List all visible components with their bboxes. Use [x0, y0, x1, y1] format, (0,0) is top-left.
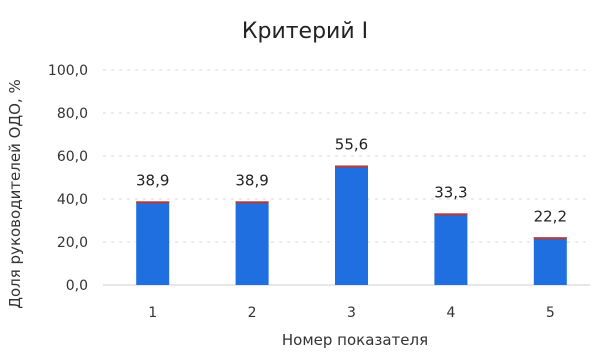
y-tick-label: 80,0: [57, 106, 88, 122]
y-axis-label: Доля руководителей ОДО, %: [6, 79, 24, 308]
y-tick-label: 60,0: [57, 149, 88, 165]
bar-5: [533, 237, 567, 285]
x-tick-label: 3: [347, 305, 356, 321]
bar-3: [335, 165, 368, 285]
data-label-3: 55,6: [335, 135, 368, 153]
y-tick-label: 100,0: [48, 63, 88, 79]
data-label-2: 38,9: [235, 171, 268, 189]
bar-2: [235, 201, 269, 285]
x-tick-label: 1: [148, 305, 157, 321]
y-tick-label: 40,0: [57, 192, 88, 208]
bars: [136, 165, 567, 285]
y-tick-label: 0,0: [66, 278, 88, 294]
bar-1: [136, 201, 170, 285]
y-tick-labels: 0,0 20,0 40,0 60,0 80,0 100,0: [48, 63, 88, 294]
chart-title: Критерий I: [242, 19, 368, 44]
bar-4: [434, 213, 468, 285]
x-tick-label: 2: [248, 305, 257, 321]
data-label-1: 38,9: [136, 171, 169, 189]
y-tick-label: 20,0: [57, 235, 88, 251]
x-tick-labels: 1 2 3 4 5: [148, 305, 555, 321]
x-axis-label: Номер показателя: [282, 331, 428, 349]
data-label-4: 33,3: [434, 183, 467, 201]
data-label-5: 22,2: [534, 207, 567, 225]
data-labels: 38,9 38,9 55,6 33,3 22,2: [136, 135, 567, 225]
x-tick-label: 4: [446, 305, 455, 321]
x-tick-label: 5: [546, 305, 555, 321]
